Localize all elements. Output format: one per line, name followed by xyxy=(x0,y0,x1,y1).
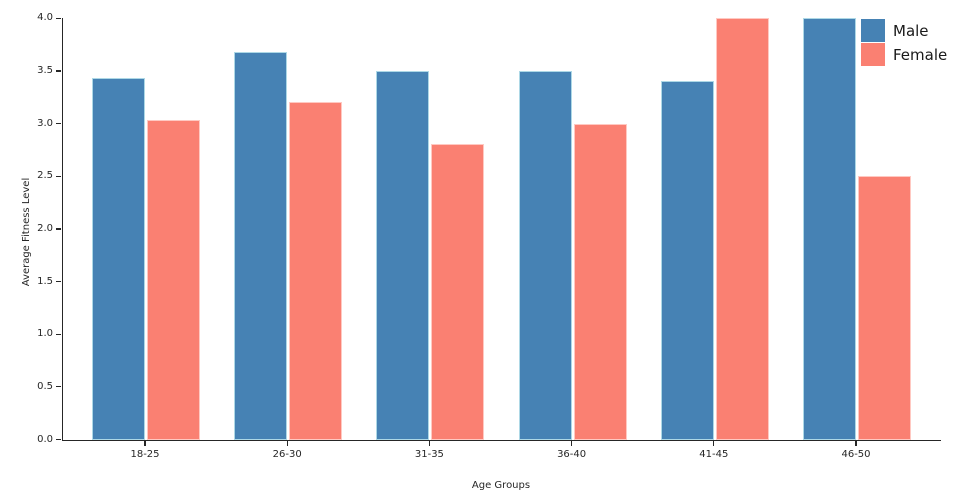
bar-male-36-40 xyxy=(518,70,572,440)
x-tick-label: 36-40 xyxy=(557,448,587,460)
y-tick-label: 3.5 xyxy=(37,64,53,76)
bar-female-41-45 xyxy=(715,18,769,440)
x-tick-mark xyxy=(286,440,288,446)
x-tick-label: 41-45 xyxy=(699,448,729,460)
bar-male-18-25 xyxy=(92,78,145,440)
x-tick-mark xyxy=(713,440,715,446)
bar-male-41-45 xyxy=(660,81,714,440)
legend-label-female: Female xyxy=(893,45,948,64)
bar-male-46-50 xyxy=(803,18,856,440)
bar-female-18-25 xyxy=(147,120,200,440)
y-tick-mark xyxy=(56,438,61,441)
y-tick-label: 0.0 xyxy=(37,433,53,445)
y-tick-mark xyxy=(56,333,61,335)
y-tick-label: 3.0 xyxy=(37,117,53,129)
y-tick-mark xyxy=(56,17,61,19)
y-tick-mark xyxy=(56,70,61,72)
bar-female-26-30 xyxy=(289,101,343,440)
x-tick-mark xyxy=(570,440,573,446)
bar-male-31-35 xyxy=(376,70,430,440)
x-tick-label: 31-35 xyxy=(414,448,444,460)
legend-swatch-male-icon xyxy=(861,19,885,42)
y-tick-label: 2.5 xyxy=(37,170,53,182)
bar-female-36-40 xyxy=(573,123,627,440)
x-tick-label: 18-25 xyxy=(130,448,160,460)
x-tick-label: 46-50 xyxy=(841,448,871,460)
y-tick-label: 1.5 xyxy=(37,275,53,287)
y-tick-mark xyxy=(56,280,61,283)
y-tick-label: 0.5 xyxy=(37,380,53,392)
x-axis-title: Age Groups xyxy=(471,480,531,491)
legend-item-female: Female xyxy=(861,43,947,66)
y-tick-label: 1.0 xyxy=(37,328,53,340)
x-tick-mark xyxy=(428,440,431,446)
bar-male-26-30 xyxy=(234,52,288,440)
plot-area xyxy=(62,18,941,441)
x-tick-label: 26-30 xyxy=(272,448,302,460)
y-tick-mark xyxy=(56,228,61,230)
x-tick-mark xyxy=(855,440,857,446)
bar-female-31-35 xyxy=(431,143,485,440)
y-tick-mark xyxy=(56,386,61,388)
bar-female-46-50 xyxy=(858,176,911,440)
legend-item-male: Male xyxy=(861,19,947,42)
legend-label-male: Male xyxy=(893,21,929,40)
y-tick-mark xyxy=(56,122,61,125)
x-tick-mark xyxy=(144,440,146,446)
legend-swatch-female-icon xyxy=(861,43,885,66)
y-tick-label: 2.0 xyxy=(37,222,53,234)
legend: Male Female xyxy=(861,19,947,67)
y-tick-label: 4.0 xyxy=(37,12,53,24)
y-tick-mark xyxy=(56,175,61,177)
